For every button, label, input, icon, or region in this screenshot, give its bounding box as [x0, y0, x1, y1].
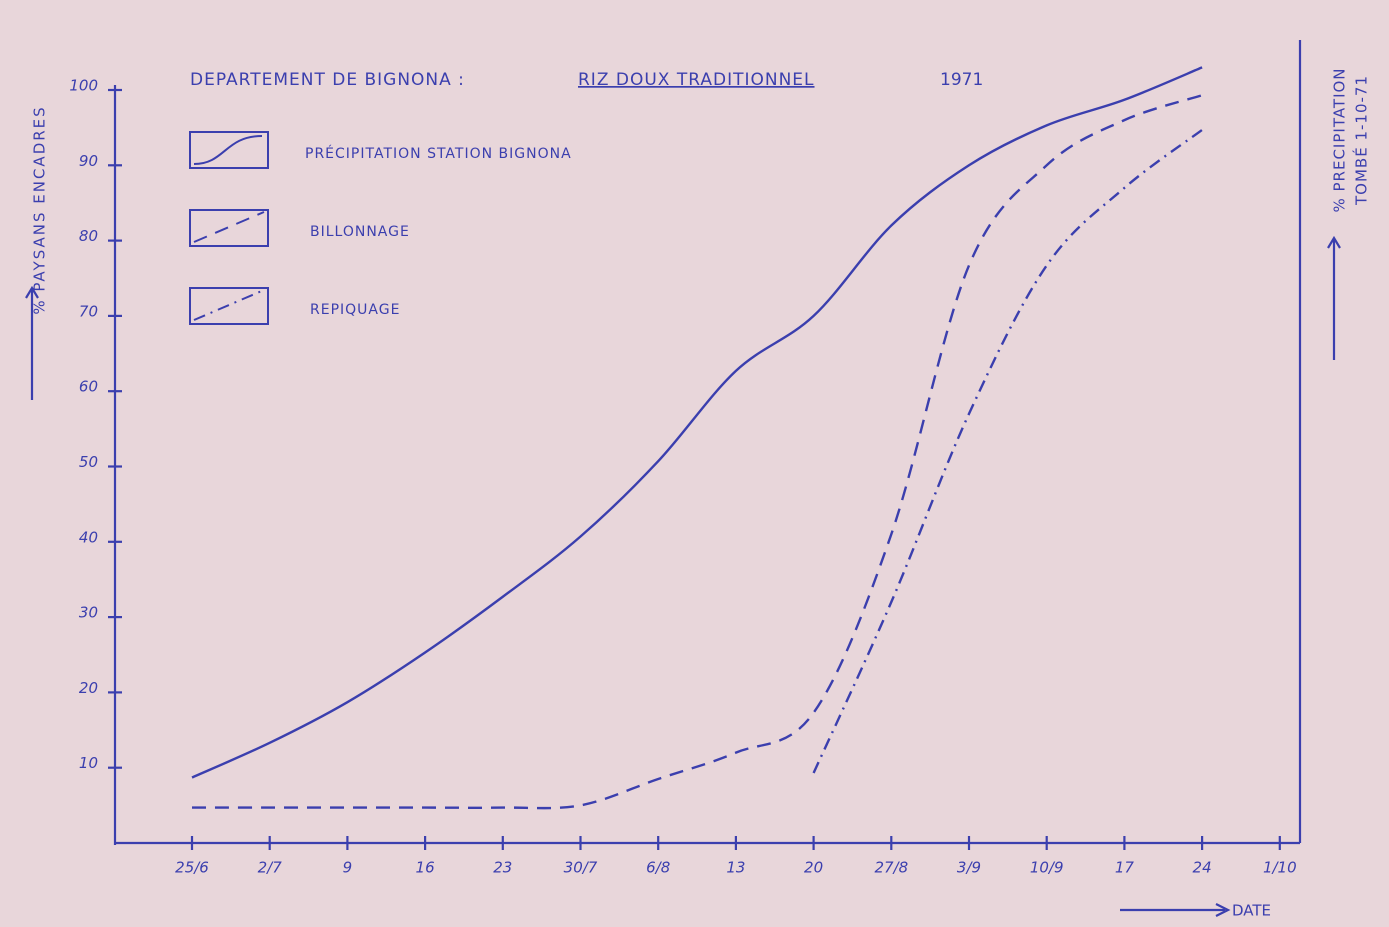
x-tick-label: 27/8	[874, 859, 908, 877]
chart-title: DEPARTEMENT DE BIGNONA :	[190, 70, 465, 90]
x-tick-label: 6/8	[646, 859, 670, 877]
legend-sample	[194, 136, 262, 164]
series-line	[814, 130, 1203, 773]
chart-subtitle: RIZ DOUX TRADITIONNEL	[578, 70, 815, 90]
chart: DEPARTEMENT DE BIGNONA : RIZ DOUX TRADIT…	[0, 0, 1389, 927]
y2-axis-label: TOMBÉ 1-10-71	[1352, 75, 1371, 206]
x-tick-label: 1/10	[1263, 859, 1297, 877]
x-tick-label: 16	[416, 859, 435, 877]
y-tick-label: 90	[79, 152, 98, 170]
series-line	[192, 95, 1202, 808]
y2-axis-label: % PRECIPITATION	[1331, 67, 1349, 212]
x-tick-label: 24	[1193, 859, 1212, 877]
x-tick-label: 25/6	[175, 859, 209, 877]
y-tick-label: 20	[79, 679, 98, 697]
chart-year: 1971	[940, 70, 983, 90]
legend-sample	[194, 290, 264, 320]
y-tick-label: 30	[79, 604, 98, 622]
x-tick-label: 20	[804, 859, 823, 877]
y-axis-label: % PAYSANS ENCADRES	[31, 105, 49, 314]
y-tick-label: 10	[79, 754, 98, 772]
x-axis-label: DATE	[1232, 902, 1271, 920]
legend-label: REPIQUAGE	[310, 302, 400, 318]
x-tick-label: 23	[493, 859, 512, 877]
legend-label: BILLONNAGE	[310, 224, 410, 240]
x-tick-label: 13	[726, 859, 745, 877]
y-tick-label: 80	[79, 227, 98, 245]
y-tick-label: 70	[79, 302, 98, 320]
series-line	[192, 67, 1202, 777]
y-tick-label: 50	[79, 453, 98, 471]
y-tick-label: 100	[69, 77, 98, 95]
x-tick-label: 10/9	[1030, 859, 1064, 877]
legend-sample	[194, 212, 264, 242]
x-tick-label: 30/7	[564, 859, 598, 877]
x-tick-label: 9	[343, 859, 353, 877]
page: {"chart_data": { "type": "line", "title"…	[0, 0, 1389, 927]
y-tick-label: 40	[79, 528, 98, 546]
x-tick-label: 17	[1115, 859, 1135, 877]
legend-box	[190, 210, 268, 246]
y-tick-label: 60	[79, 378, 98, 396]
legend-label: PRÉCIPITATION STATION BIGNONA	[305, 145, 572, 162]
x-tick-label: 3/9	[957, 859, 981, 877]
x-tick-label: 2/7	[258, 859, 283, 877]
